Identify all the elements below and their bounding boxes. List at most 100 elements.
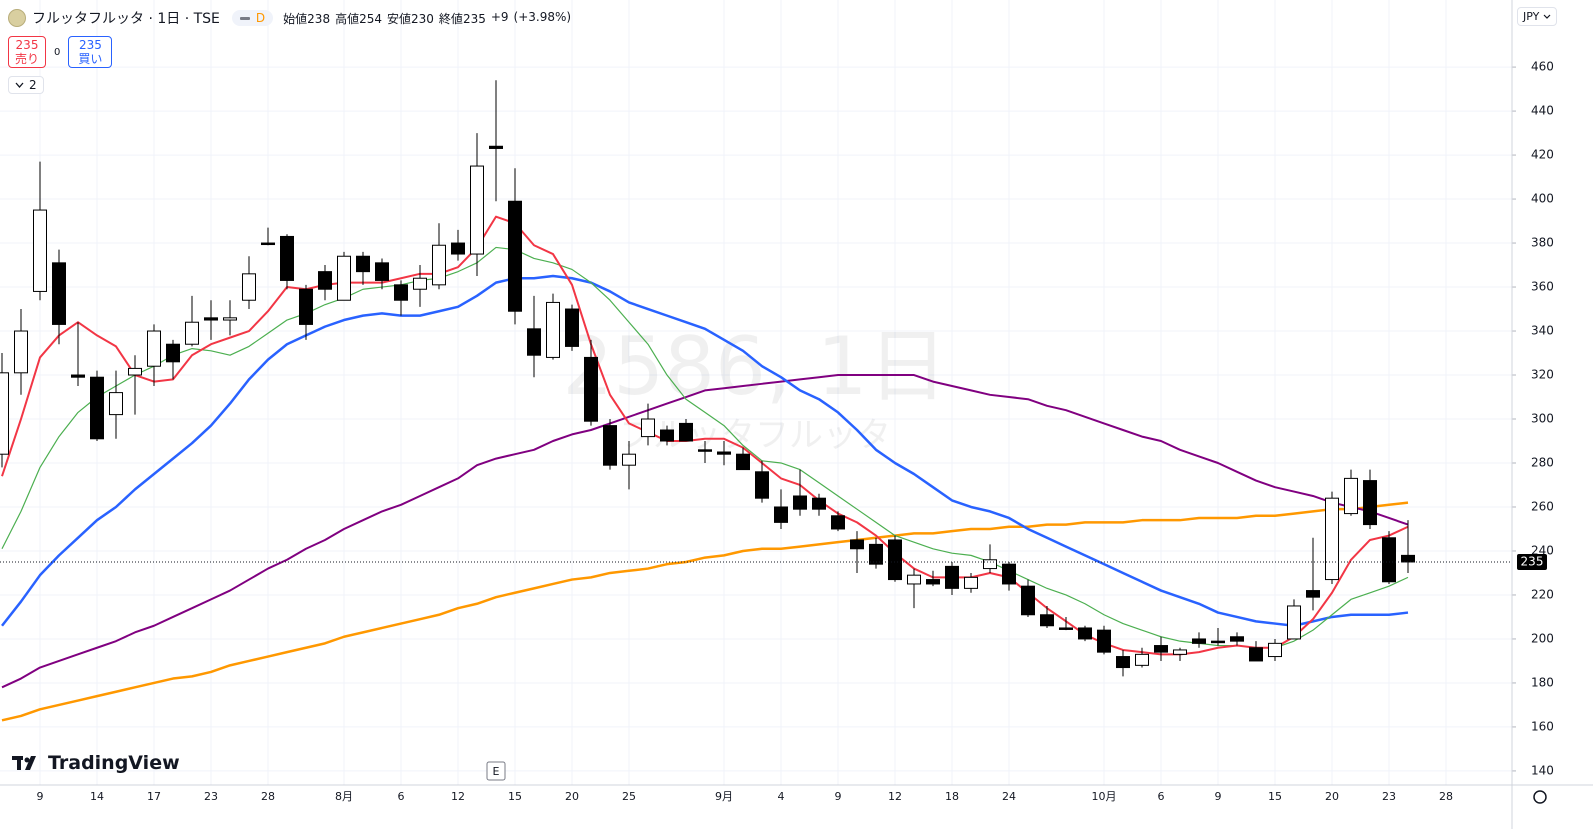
candle-body [166, 343, 180, 363]
change-percent: (+3.98%) [513, 9, 572, 24]
candle-body [1306, 590, 1320, 598]
currency-button[interactable]: JPY [1517, 7, 1558, 26]
y-tick-label: 340 [1531, 324, 1554, 338]
interval-badge[interactable]: D [231, 10, 274, 26]
buy-button[interactable]: 235 買い [68, 36, 113, 68]
candle-body [869, 543, 883, 565]
candle-body [185, 321, 199, 345]
y-tick-label: 380 [1531, 236, 1554, 250]
candle-body [565, 308, 579, 347]
x-tick-label: 12 [451, 790, 465, 803]
watermark-subtitle: フルッタフルッタ [619, 416, 891, 456]
y-tick-label: 260 [1531, 499, 1554, 513]
x-tick-label: 6 [1158, 790, 1165, 803]
candle-body [299, 288, 313, 325]
indicators-toggle[interactable]: 2 [8, 76, 44, 94]
candle-body [1363, 480, 1377, 526]
candle-body [318, 271, 332, 290]
quote-value: 238 [307, 11, 331, 26]
candle-body [52, 262, 66, 325]
candle-body [1059, 627, 1073, 630]
candle-body [1173, 649, 1187, 655]
x-tick-label: 28 [1439, 790, 1453, 803]
candle-body [508, 200, 522, 312]
candle-body [717, 451, 731, 455]
candle-body [128, 367, 142, 376]
candle-body [698, 449, 712, 452]
y-tick-label: 200 [1531, 631, 1554, 645]
last-price-label: 235 [1521, 554, 1544, 568]
quote-label: 始値 [283, 11, 308, 26]
quote-value: 235 [462, 11, 486, 26]
x-tick-label: 25 [622, 790, 636, 803]
candle-body [261, 242, 275, 246]
y-tick-label: 460 [1531, 60, 1554, 74]
candle-body [1268, 642, 1282, 658]
sell-price: 235 [15, 38, 39, 52]
y-tick-label: 220 [1531, 587, 1554, 601]
symbol-title[interactable]: フルッタフルッタ · 1日 · TSE [32, 11, 220, 27]
candle-body [926, 579, 940, 585]
change: +9 [490, 9, 509, 24]
x-tick-label: 14 [90, 790, 104, 803]
quote-label: 安値 [387, 11, 412, 26]
x-tick-label: 24 [1002, 790, 1016, 803]
x-tick-label: 9 [835, 790, 842, 803]
candle-body [1230, 636, 1244, 642]
candle-body [774, 506, 788, 523]
buy-label: 買い [78, 52, 103, 66]
moving-average-line [1, 246, 1409, 649]
candle-body [1287, 605, 1301, 640]
candle-body [413, 277, 427, 290]
candle-body [71, 374, 85, 378]
chevron [15, 82, 24, 88]
y-tick-label: 140 [1531, 763, 1554, 777]
candle-body [280, 235, 294, 281]
x-tick-label: 20 [565, 790, 579, 803]
event-label[interactable]: E [493, 765, 500, 778]
candle-body [1249, 647, 1263, 662]
candle-body [641, 418, 655, 438]
brand-icon [12, 756, 36, 770]
candle-body [660, 429, 674, 442]
y-tick-label: 400 [1531, 192, 1554, 206]
candle-body [204, 317, 218, 321]
candle-body [337, 255, 351, 301]
chevron [1543, 14, 1551, 19]
settings-icon[interactable] [1533, 790, 1547, 804]
event-marker[interactable] [486, 761, 506, 781]
candle-body [793, 495, 807, 510]
candle-body [1097, 629, 1111, 653]
candle-body [679, 422, 693, 442]
candle-body [1192, 638, 1206, 644]
candle-body [375, 262, 389, 281]
candle-body [1325, 497, 1339, 581]
brand-name: TradingView [48, 752, 180, 774]
candle-body [109, 392, 123, 416]
candle-body [888, 539, 902, 581]
brand-logo[interactable]: TradingView [12, 752, 180, 774]
buy-price: 235 [78, 38, 102, 52]
watermark-title: 2586, 1日 [562, 320, 947, 413]
x-tick-label: 15 [1268, 790, 1282, 803]
spread: 0 [54, 46, 61, 58]
x-tick-label: 15 [508, 790, 522, 803]
x-tick-label: 23 [1382, 790, 1396, 803]
candle-body [1344, 477, 1358, 515]
candle-body [1382, 537, 1396, 583]
candle-body [1021, 585, 1035, 616]
sell-button[interactable]: 235 売り [8, 36, 47, 68]
moving-average-line [1, 374, 1409, 689]
candle-body [1002, 563, 1016, 585]
candle-body [1116, 656, 1130, 669]
candle-body [242, 273, 256, 301]
candle-body [1135, 653, 1149, 666]
candle-body [831, 515, 845, 530]
sell-label: 売り [15, 52, 40, 66]
quote-label: 高値 [335, 11, 360, 26]
indicator-count: 2 [29, 78, 37, 92]
candle-body [622, 453, 636, 466]
y-tick-label: 440 [1531, 104, 1554, 118]
moving-average-line [1, 501, 1409, 722]
